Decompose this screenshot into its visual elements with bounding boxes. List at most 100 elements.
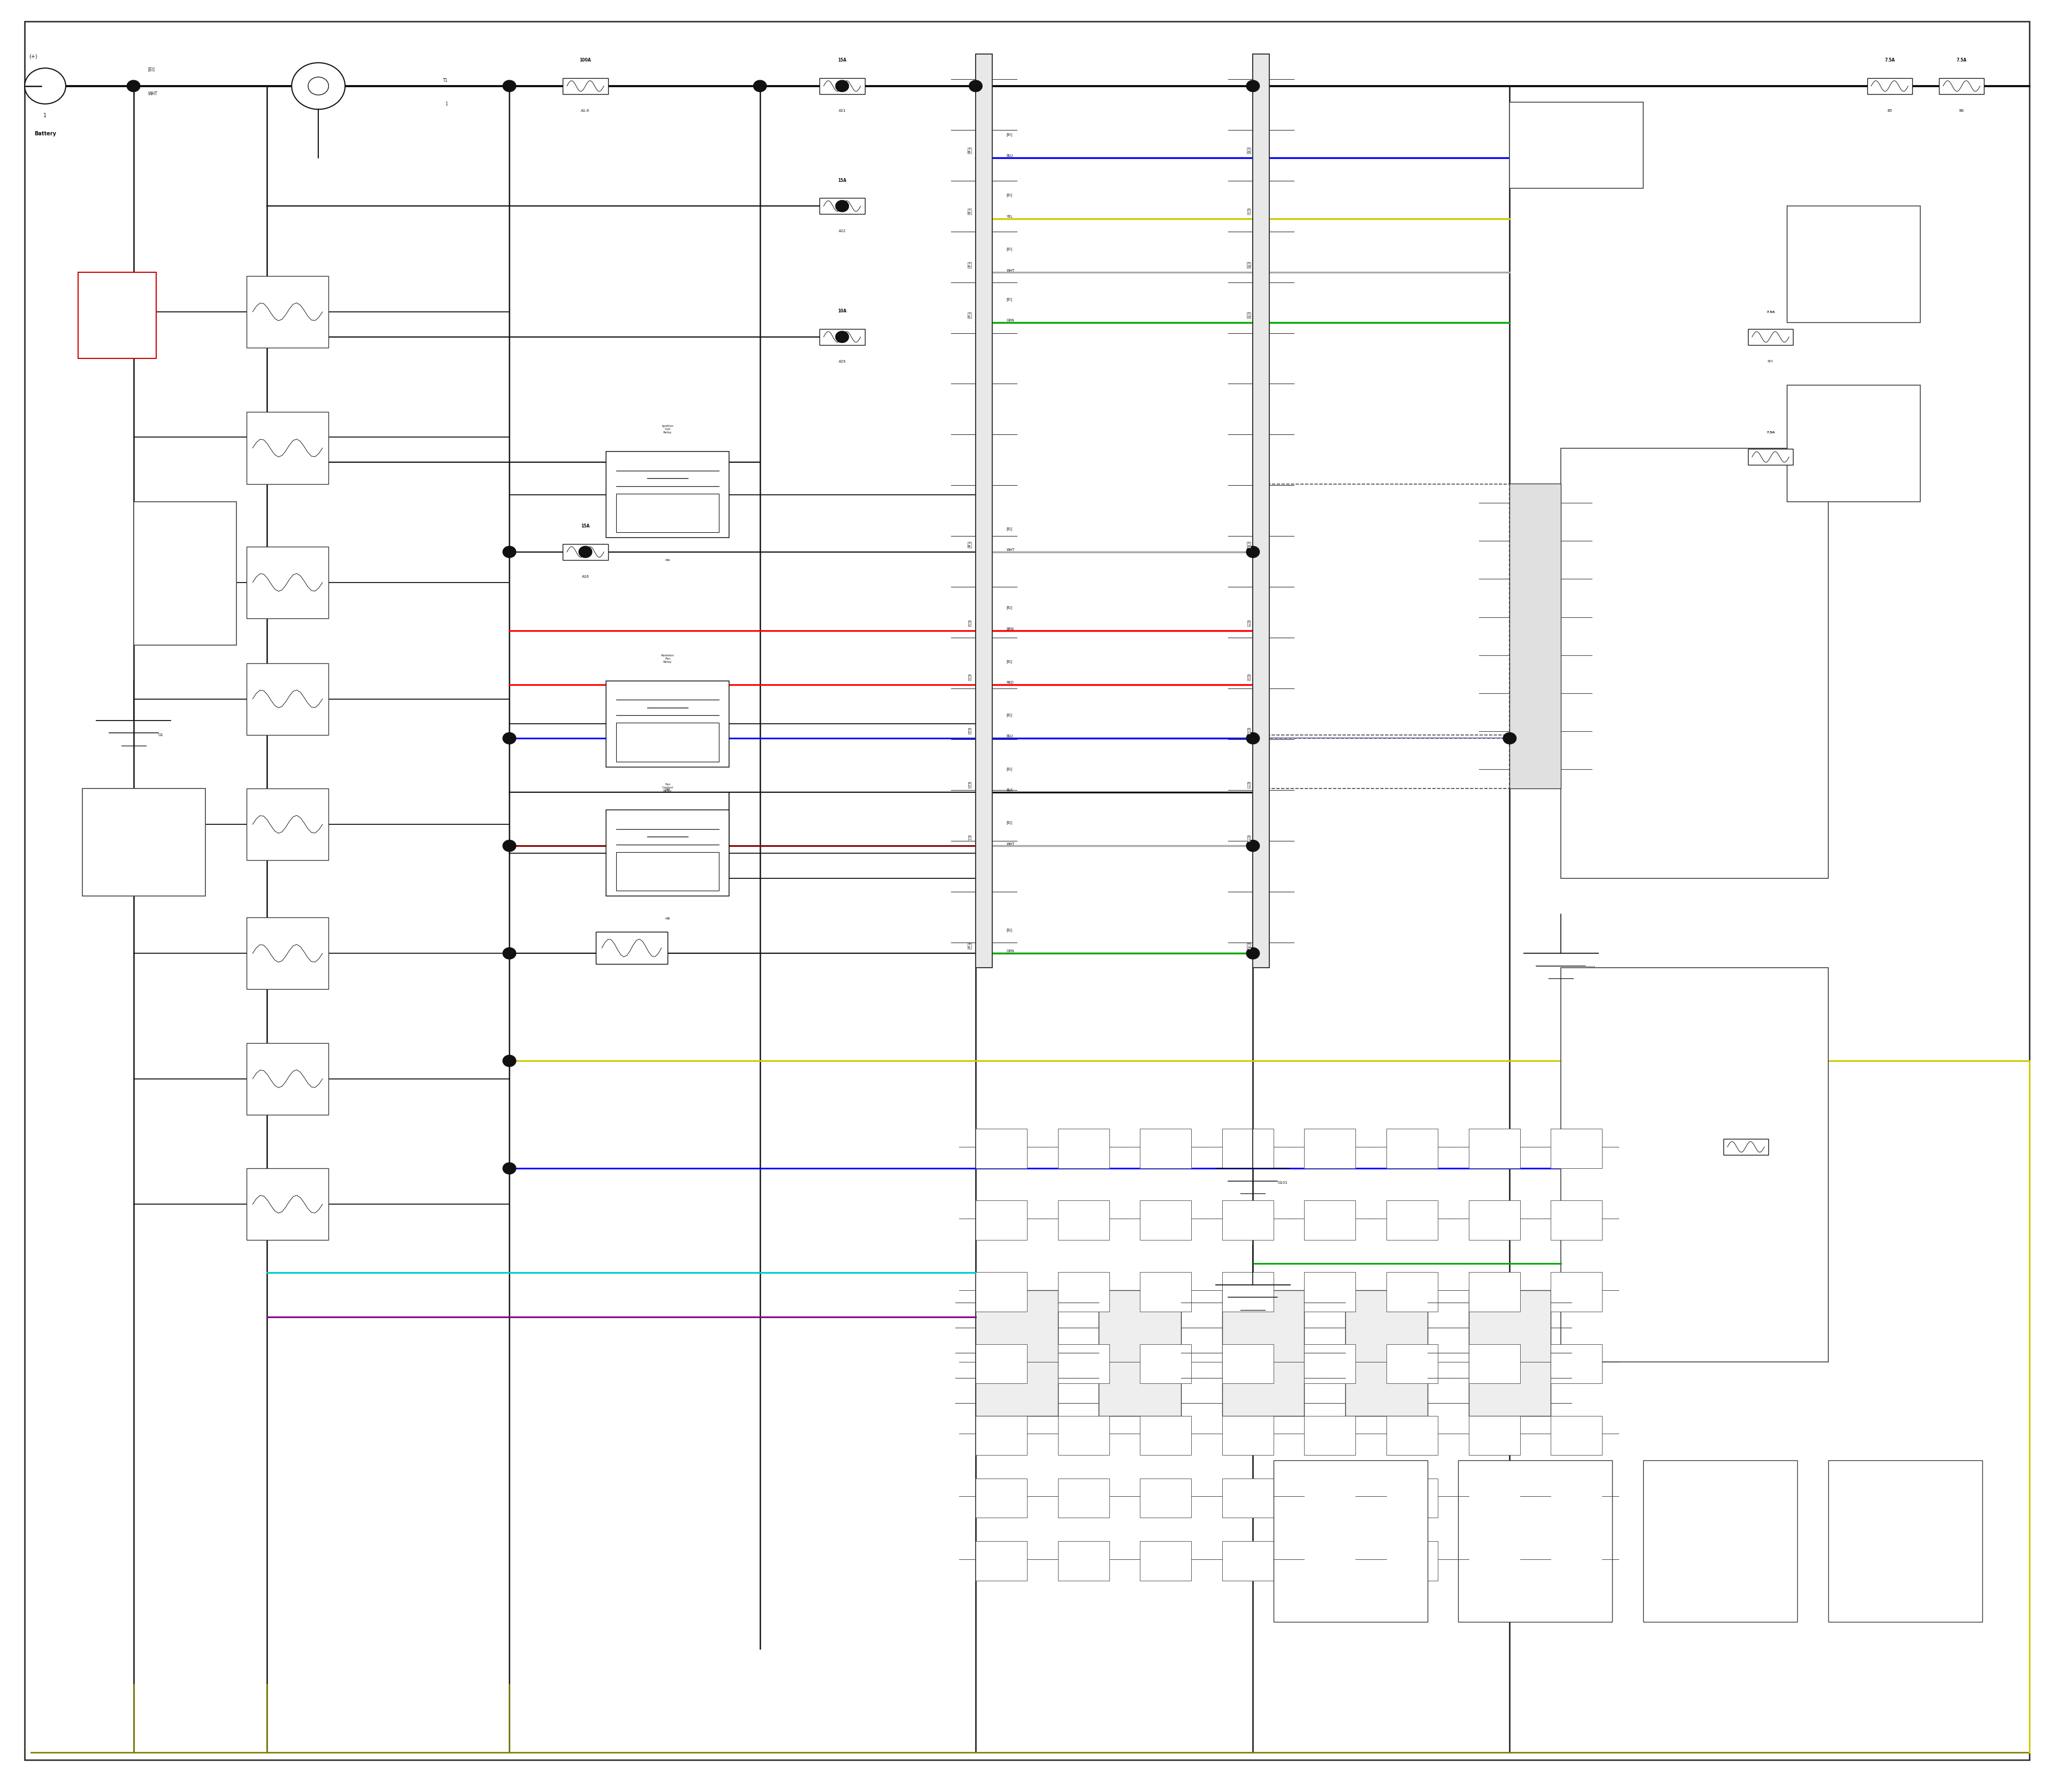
Text: [E/A]
RED: [E/A] RED (113, 312, 121, 319)
Text: D
26: D 26 (1247, 147, 1251, 154)
Bar (1867, 77, 1912, 93)
Bar (1828, 1460, 1982, 1622)
Bar (1222, 1478, 1273, 1518)
Bar (1140, 1129, 1191, 1168)
Text: 7.5A: 7.5A (1955, 57, 1968, 63)
Text: WHT: WHT (148, 91, 158, 97)
Text: D
26: D 26 (1247, 541, 1251, 548)
Bar (1386, 1272, 1438, 1312)
Bar (78, 272, 156, 358)
Bar (246, 1168, 329, 1240)
Text: 10A: 10A (1742, 1118, 1750, 1124)
Text: Ground
Point 4: Ground Point 4 (1900, 1538, 1910, 1545)
Circle shape (1247, 840, 1259, 851)
Bar (616, 851, 719, 891)
Text: Fan
Control
Relay: Fan Control Relay (661, 783, 674, 792)
Text: 15A: 15A (838, 177, 846, 183)
Bar (1469, 1290, 1551, 1416)
Bar (976, 54, 992, 968)
Text: [EJ]: [EJ] (1006, 928, 1013, 932)
Text: G102: G102 (1278, 1297, 1288, 1301)
Circle shape (969, 81, 982, 91)
Circle shape (836, 332, 848, 342)
Text: D
2: D 2 (1247, 208, 1251, 215)
Text: WHT: WHT (1006, 548, 1015, 552)
Bar (1551, 1272, 1602, 1312)
Bar (246, 788, 329, 860)
Bar (976, 1541, 1027, 1581)
Text: [EJ]: [EJ] (1006, 659, 1013, 663)
Text: D
2: D 2 (1247, 728, 1251, 735)
Bar (820, 328, 865, 344)
Bar (1551, 1478, 1602, 1518)
Text: [EJ]: [EJ] (1006, 821, 1013, 824)
Bar (1304, 1541, 1356, 1581)
Circle shape (579, 547, 592, 557)
Text: Ground
Point 2: Ground Point 2 (1530, 1538, 1540, 1545)
Bar (976, 1344, 1027, 1383)
Text: LAF
Sensor 2: LAF Sensor 2 (1847, 441, 1861, 446)
Text: RED: RED (1006, 681, 1015, 685)
Text: B22: B22 (1768, 360, 1773, 362)
Text: A
66: A 66 (967, 147, 972, 154)
Bar (1222, 1129, 1273, 1168)
Bar (1787, 206, 1920, 323)
Circle shape (1247, 81, 1259, 91)
Text: D
19: D 19 (1247, 943, 1251, 950)
Text: D
2: D 2 (1247, 674, 1251, 681)
Text: M9: M9 (665, 788, 670, 790)
Text: G101: G101 (1278, 1181, 1288, 1185)
Bar (246, 918, 329, 989)
Text: 1: 1 (446, 102, 448, 106)
Bar (1058, 1416, 1109, 1455)
Bar (1253, 484, 1510, 735)
Bar (1469, 1416, 1520, 1455)
Bar (1386, 1416, 1438, 1455)
Text: [EJ]: [EJ] (1006, 606, 1013, 609)
Circle shape (754, 81, 766, 91)
Text: Ground
Point 3: Ground Point 3 (1715, 1538, 1725, 1545)
Text: BLU: BLU (1006, 735, 1013, 738)
Bar (1099, 1290, 1181, 1416)
Text: BLU: BLU (1006, 154, 1013, 158)
Text: D
29: D 29 (1247, 262, 1251, 269)
Bar (1304, 1344, 1356, 1383)
Text: [EJ]: [EJ] (1006, 767, 1013, 771)
Text: A1-6: A1-6 (581, 109, 589, 113)
Text: G201: G201 (1586, 966, 1596, 969)
Bar (1140, 1416, 1191, 1455)
Circle shape (836, 201, 848, 211)
Text: 7.5A: 7.5A (1766, 312, 1775, 314)
Bar (1386, 1201, 1438, 1240)
Text: [EI]: [EI] (1006, 133, 1013, 136)
Bar (1304, 1416, 1356, 1455)
Bar (1787, 385, 1920, 502)
Text: ECM: ECM (1690, 661, 1699, 665)
Text: A
69: A 69 (967, 208, 972, 215)
Text: Ignition
Coil
Relay: Ignition Coil Relay (661, 425, 674, 434)
Bar (976, 1272, 1027, 1312)
Bar (1222, 1290, 1304, 1416)
Circle shape (503, 733, 516, 744)
Bar (1723, 1140, 1768, 1156)
Text: [EI]: [EI] (1006, 194, 1013, 197)
Circle shape (503, 1055, 516, 1066)
Bar (1304, 1129, 1356, 1168)
Text: 7.5A: 7.5A (1766, 432, 1775, 434)
Text: [EJ]: [EJ] (1006, 713, 1013, 717)
Bar (1058, 1201, 1109, 1240)
Text: Battery: Battery (35, 131, 55, 136)
Bar (246, 547, 329, 618)
Circle shape (503, 547, 516, 557)
Bar (1551, 1416, 1602, 1455)
Bar (606, 452, 729, 538)
Text: YEL: YEL (1006, 215, 1013, 219)
Text: Radiator
Fan Motor: Radiator Fan Motor (1372, 760, 1391, 767)
Text: [EI]: [EI] (1006, 247, 1013, 251)
Text: Radiator
Fan
Relay: Radiator Fan Relay (661, 654, 674, 663)
Bar (596, 932, 668, 964)
Text: Diode B: Diode B (626, 946, 637, 950)
Bar (1386, 1541, 1438, 1581)
Bar (1058, 1344, 1109, 1383)
Bar (1253, 54, 1269, 968)
